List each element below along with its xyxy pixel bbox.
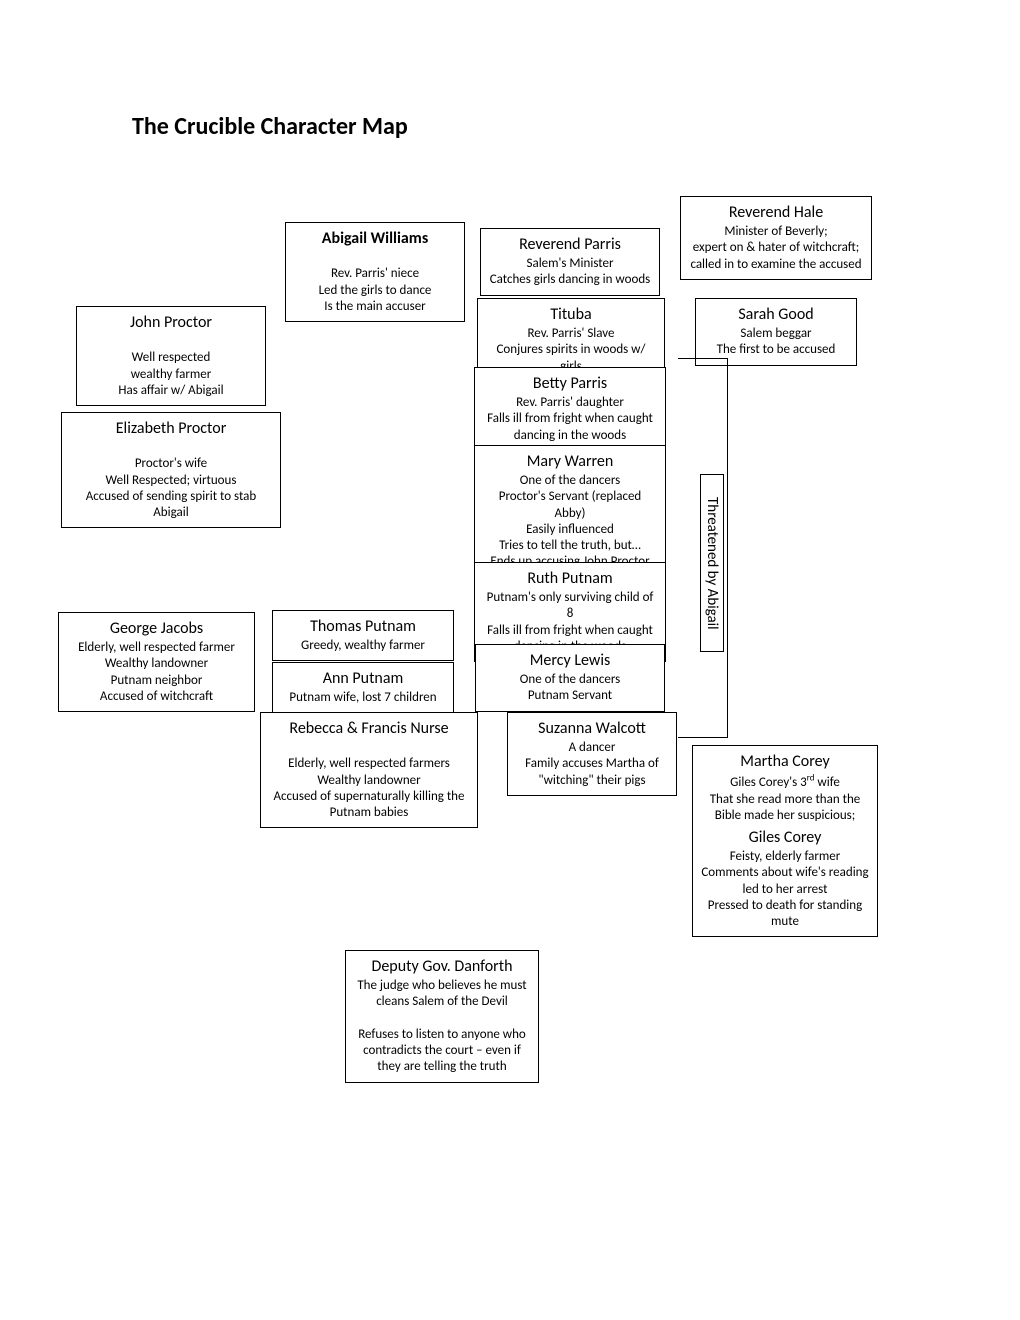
name-suzanna: Suzanna Walcott [516, 719, 668, 738]
name-mary: Mary Warren [483, 452, 657, 471]
name-mercy: Mercy Lewis [484, 651, 656, 670]
box-mercy: Mercy Lewis One of the dancers Putnam Se… [475, 644, 665, 712]
name-giles: Giles Corey [701, 828, 869, 847]
desc-mary: One of the dancers Proctor's Servant (re… [483, 473, 657, 571]
desc-giles: Feisty, elderly farmer Comments about wi… [701, 849, 869, 930]
name-elizabeth: Elizabeth Proctor [70, 419, 272, 438]
name-tituba: Tituba [486, 305, 656, 324]
box-sarah: Sarah Good Salem beggar The first to be … [695, 298, 857, 366]
desc-john: Well respected wealthy farmer Has affair… [85, 334, 257, 399]
name-parris: Reverend Parris [489, 235, 651, 254]
box-thomas: Thomas Putnam Greedy, wealthy farmer [272, 610, 454, 661]
box-hale: Reverend Hale Minister of Beverly; exper… [680, 196, 872, 280]
desc-betty: Rev. Parris' daughter Falls ill from fri… [483, 395, 657, 444]
desc-ann: Putnam wife, lost 7 children [281, 690, 445, 706]
name-betty: Betty Parris [483, 374, 657, 393]
desc-thomas: Greedy, wealthy farmer [281, 638, 445, 654]
outer-box-right [678, 358, 728, 738]
desc-martha: Giles Corey's 3rd wife That she read mor… [701, 773, 869, 824]
desc-nurse: Elderly, well respected farmers Wealthy … [269, 740, 469, 821]
box-danforth: Deputy Gov. Danforth The judge who belie… [345, 950, 539, 1083]
name-martha: Martha Corey [701, 752, 869, 771]
name-hale: Reverend Hale [689, 203, 863, 222]
box-nurse: Rebecca & Francis Nurse Elderly, well re… [260, 712, 478, 828]
box-george: George Jacobs Elderly, well respected fa… [58, 612, 255, 712]
desc-elizabeth: Proctor's wife Well Respected; virtuous … [70, 440, 272, 521]
box-betty: Betty Parris Rev. Parris' daughter Falls… [474, 367, 666, 451]
name-ruth: Ruth Putnam [483, 569, 657, 588]
box-mary: Mary Warren One of the dancers Proctor's… [474, 445, 666, 578]
box-abigail: Abigail Williams Rev. Parris' niece Led … [285, 222, 465, 322]
name-ann: Ann Putnam [281, 669, 445, 688]
desc-danforth: The judge who believes he must cleans Sa… [354, 978, 530, 1076]
desc-mercy: One of the dancers Putnam Servant [484, 672, 656, 705]
name-danforth: Deputy Gov. Danforth [354, 957, 530, 976]
desc-suzanna: A dancer Family accuses Martha of "witch… [516, 740, 668, 789]
desc-hale: Minister of Beverly; expert on & hater o… [689, 224, 863, 273]
box-giles: Giles Corey Feisty, elderly farmer Comme… [692, 822, 878, 937]
box-elizabeth: Elizabeth Proctor Proctor's wife Well Re… [61, 412, 281, 528]
desc-george: Elderly, well respected farmer Wealthy l… [67, 640, 246, 705]
name-sarah: Sarah Good [704, 305, 848, 324]
desc-sarah: Salem beggar The first to be accused [704, 326, 848, 359]
name-nurse: Rebecca & Francis Nurse [269, 719, 469, 738]
box-ann: Ann Putnam Putnam wife, lost 7 children [272, 662, 454, 713]
name-george: George Jacobs [67, 619, 246, 638]
box-john: John Proctor Well respected wealthy farm… [76, 306, 266, 406]
page-title: The Crucible Character Map [132, 112, 408, 141]
box-martha: Martha Corey Giles Corey's 3rd wife That… [692, 745, 878, 831]
name-thomas: Thomas Putnam [281, 617, 445, 636]
name-abigail: Abigail Williams [294, 229, 456, 248]
desc-parris: Salem's Minister Catches girls dancing i… [489, 256, 651, 289]
box-parris: Reverend Parris Salem's Minister Catches… [480, 228, 660, 296]
box-suzanna: Suzanna Walcott A dancer Family accuses … [507, 712, 677, 796]
name-john: John Proctor [85, 313, 257, 332]
desc-abigail: Rev. Parris' niece Led the girls to danc… [294, 250, 456, 315]
martha-line-0: Giles Corey's 3rd wife [730, 775, 840, 790]
